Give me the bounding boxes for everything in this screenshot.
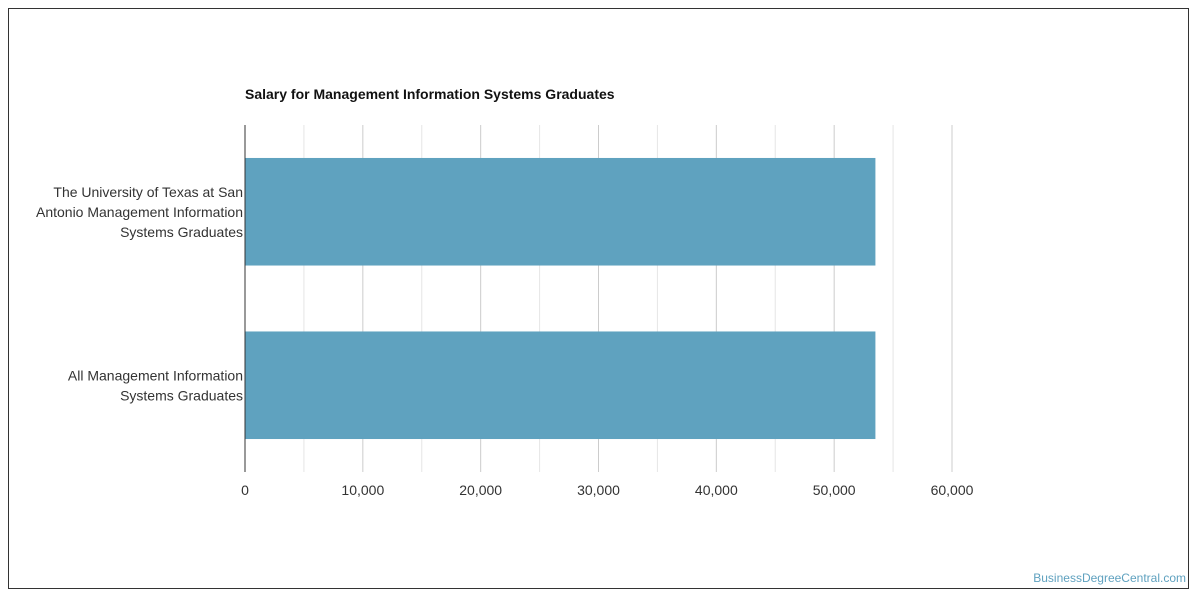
bar — [245, 157, 876, 266]
x-tick-label: 20,000 — [459, 482, 502, 498]
x-tick-labels: 0 10,000 20,000 30,000 40,000 50,000 60,000 — [241, 482, 974, 498]
x-tick-label: 10,000 — [341, 482, 384, 498]
x-tick-label: 30,000 — [577, 482, 620, 498]
x-tick-label: 0 — [241, 482, 249, 498]
chart-title: Salary for Management Information System… — [245, 86, 615, 102]
x-tick-label: 60,000 — [931, 482, 974, 498]
category-labels: The University of Texas at San Antonio Ma… — [36, 184, 243, 404]
bars — [245, 157, 876, 440]
x-tick-label: 50,000 — [813, 482, 856, 498]
bar — [245, 331, 876, 440]
category-label: The University of Texas at San Antonio Ma… — [36, 184, 243, 240]
category-label: All Management Information Systems Gradua… — [68, 367, 243, 403]
x-tick-label: 40,000 — [695, 482, 738, 498]
watermark: BusinessDegreeCentral.com — [1033, 571, 1186, 585]
